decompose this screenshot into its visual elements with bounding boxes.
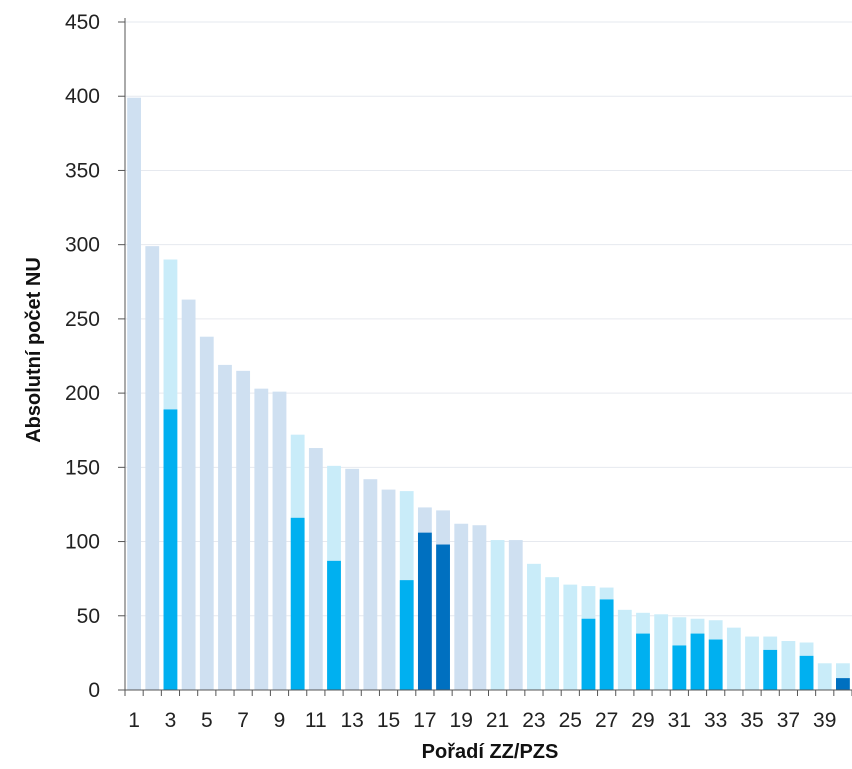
bar-highlight xyxy=(599,599,614,690)
bar-total xyxy=(272,391,287,690)
x-axis-title: Pořadí ZZ/PZS xyxy=(422,741,559,763)
x-tick-label: 29 xyxy=(631,709,654,732)
y-tick-label: 250 xyxy=(65,308,100,331)
bar-highlight xyxy=(581,618,596,690)
bar-total xyxy=(490,540,505,690)
y-tick-label: 100 xyxy=(65,531,100,554)
x-tick-label: 21 xyxy=(486,709,509,732)
bar-total xyxy=(145,246,160,690)
bar-total xyxy=(472,525,487,690)
bar-highlight xyxy=(327,560,341,690)
bar-total xyxy=(545,577,560,690)
x-tick-label: 33 xyxy=(704,709,727,732)
y-axis-title: Absolutní počet NU xyxy=(23,257,45,443)
x-tick-label: 15 xyxy=(377,709,400,732)
bar-total xyxy=(508,540,523,690)
y-tick-labels: 0 50 100 150 200 250 300 350 400 450 xyxy=(65,11,100,702)
x-tick-label: 5 xyxy=(201,709,213,732)
x-tick-label: 1 xyxy=(128,709,140,732)
bar-total xyxy=(345,468,360,690)
bar-total xyxy=(454,523,469,690)
bar-total xyxy=(563,584,578,690)
x-tick-label: 9 xyxy=(274,709,286,732)
bar-total xyxy=(781,641,796,690)
y-tick-label: 400 xyxy=(65,85,100,108)
bar-total xyxy=(127,97,141,690)
gridlines xyxy=(125,21,852,617)
bar-total xyxy=(236,370,251,690)
bar-highlight xyxy=(690,633,705,690)
x-tick-label: 39 xyxy=(813,709,836,732)
x-tick-label: 23 xyxy=(522,709,545,732)
bar-highlight xyxy=(436,544,450,690)
y-tick-label: 0 xyxy=(88,679,100,702)
bar-highlight xyxy=(417,532,432,690)
bar-highlight xyxy=(799,655,814,690)
bar-total xyxy=(254,388,269,690)
bar-highlight xyxy=(763,649,778,690)
bar-highlight xyxy=(290,517,305,690)
x-tick-labels: 1 3 5 7 9 11 13 15 17 19 21 23 25 27 29 31 33 35 37 39 xyxy=(128,709,836,732)
x-tick-label: 25 xyxy=(559,709,582,732)
bar-highlight xyxy=(636,633,650,690)
bar-total xyxy=(199,336,214,690)
x-tick-label: 3 xyxy=(165,709,177,732)
x-tick-label: 11 xyxy=(305,709,327,732)
y-tick-label: 200 xyxy=(65,382,100,405)
x-tick-label: 35 xyxy=(740,709,763,732)
bar-highlight xyxy=(836,678,850,690)
bar-total xyxy=(381,489,396,690)
x-tick-label: 31 xyxy=(668,709,691,732)
bar-total xyxy=(726,627,741,690)
bar-total xyxy=(745,636,759,690)
x-tick-label: 27 xyxy=(595,709,618,732)
bar-total xyxy=(527,563,541,690)
bar-highlight xyxy=(672,645,687,690)
x-tick-label: 7 xyxy=(237,709,249,732)
y-tick-label: 50 xyxy=(77,605,100,628)
bar-total xyxy=(308,448,323,690)
x-tick-label: 13 xyxy=(341,709,364,732)
bar-total xyxy=(218,364,232,690)
bar-total xyxy=(363,479,378,690)
x-tick-label: 37 xyxy=(777,709,800,732)
bar-total xyxy=(817,663,832,690)
y-tick-label: 350 xyxy=(65,159,100,182)
bar-total xyxy=(181,299,196,690)
bar-total xyxy=(654,614,669,690)
bar-highlight xyxy=(163,409,178,690)
x-tick-label: 19 xyxy=(450,709,473,732)
bar-highlight xyxy=(399,580,414,690)
axes xyxy=(118,18,852,696)
bar-total xyxy=(617,609,632,690)
bar-highlight xyxy=(708,639,723,690)
y-tick-label: 300 xyxy=(65,234,100,257)
bars xyxy=(127,97,850,690)
y-tick-label: 150 xyxy=(65,456,100,479)
y-tick-label: 450 xyxy=(65,11,100,34)
x-tick-label: 17 xyxy=(413,709,436,732)
